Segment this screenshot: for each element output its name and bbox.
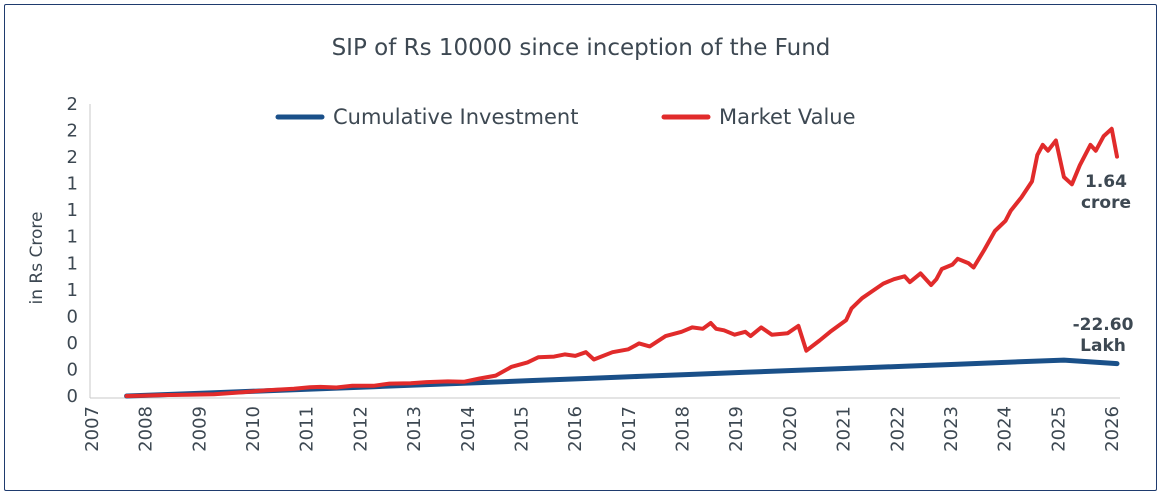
x-tick-label: 2011 (297, 406, 318, 452)
chart-title: SIP of Rs 10000 since inception of the F… (332, 35, 831, 61)
legend-label-market-value: Market Value (719, 105, 856, 129)
y-axis-title: in Rs Crore (27, 212, 47, 305)
annotation-market-value-unit: crore (1081, 193, 1131, 213)
y-tick-label: 1 (67, 174, 78, 195)
annotation-investment-unit: Lakh (1080, 336, 1126, 356)
x-tick-label: 2021 (834, 406, 855, 452)
y-tick-label: 2 (67, 121, 78, 142)
annotation-investment-amount: -22.60 (1073, 315, 1134, 335)
x-tick-label: 2023 (941, 406, 962, 452)
chart-frame (4, 4, 1157, 491)
annotation-investment: -22.60 Lakh (1073, 315, 1134, 356)
y-tick-label: 1 (67, 227, 78, 248)
y-tick-label: 0 (67, 306, 78, 327)
y-tick-label: 1 (67, 280, 78, 301)
series-line-market-value (124, 126, 1119, 398)
x-tick-label: 2016 (565, 406, 586, 452)
x-tick-label: 2020 (780, 406, 801, 452)
x-tick-label: 2018 (673, 406, 694, 452)
x-tick-label: 2012 (350, 406, 371, 452)
y-tick-label: 2 (67, 94, 78, 115)
x-tick-label: 2022 (887, 406, 908, 452)
x-tick-label: 2014 (458, 406, 479, 452)
x-tick-label: 2009 (189, 406, 210, 452)
x-ticks: 2007 2008 2009 2010 2011 2012 2013 2014 2015 2016… (82, 406, 1123, 452)
y-tick-label: 0 (67, 359, 78, 380)
annotation-market-value-amount: 1.64 (1085, 172, 1127, 192)
x-tick-label: 2019 (726, 406, 747, 452)
x-tick-label: 2025 (1048, 406, 1069, 452)
x-tick-label: 2013 (404, 406, 425, 452)
legend-label-investment: Cumulative Investment (333, 105, 578, 129)
x-tick-label: 2017 (619, 406, 640, 452)
x-tick-label: 2008 (136, 406, 157, 452)
y-tick-label: 0 (67, 386, 78, 407)
x-tick-label: 2024 (995, 406, 1016, 452)
y-tick-label: 2 (67, 147, 78, 168)
y-tick-label: 1 (67, 200, 78, 221)
x-tick-label: 2026 (1102, 406, 1123, 452)
annotation-market-value: 1.64 crore (1081, 172, 1131, 213)
x-tick-label: 2010 (243, 406, 264, 452)
y-tick-label: 1 (67, 253, 78, 274)
x-tick-label: 2015 (511, 406, 532, 452)
legend: Cumulative Investment Market Value (275, 105, 856, 129)
y-ticks: 0 0 0 0 1 1 1 1 1 2 2 2 (67, 94, 78, 407)
y-tick-label: 0 (67, 333, 78, 354)
x-tick-label: 2007 (82, 406, 103, 452)
